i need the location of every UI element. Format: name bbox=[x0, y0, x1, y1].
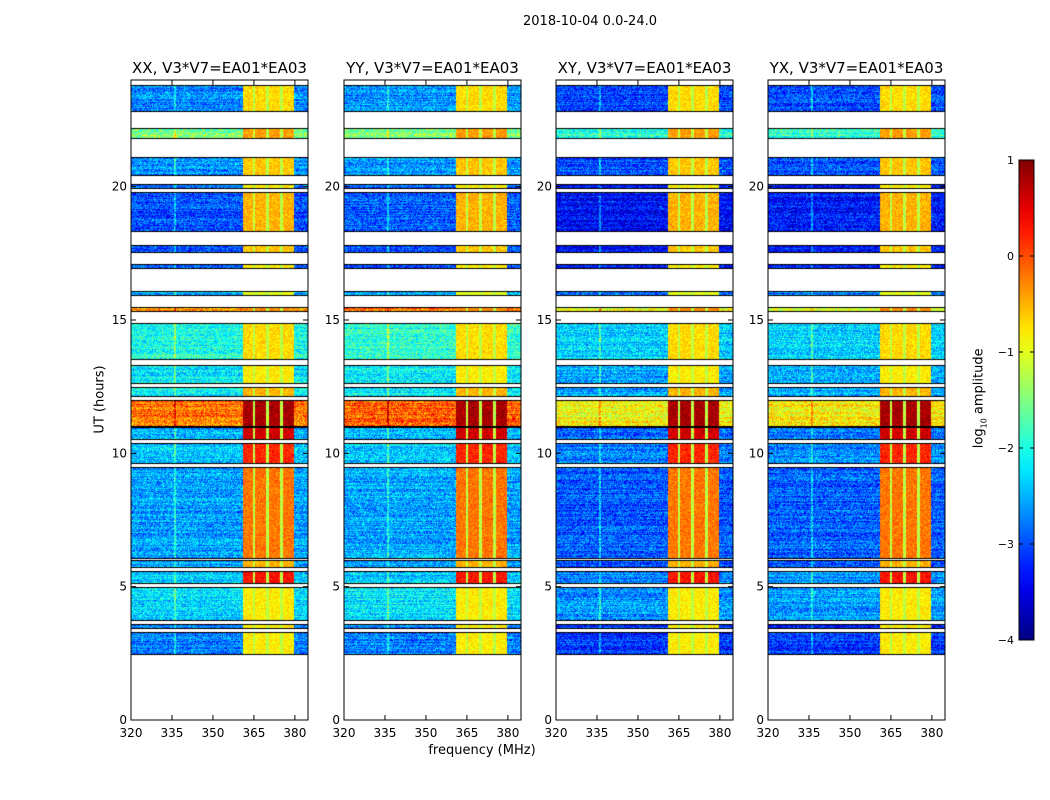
y-tick-label: 15 bbox=[325, 313, 340, 327]
y-tick-label: 15 bbox=[537, 313, 552, 327]
y-tick-label: 5 bbox=[544, 580, 552, 594]
y-tick-label: 15 bbox=[749, 313, 764, 327]
y-tick-label: 0 bbox=[119, 713, 127, 727]
y-tick-label: 10 bbox=[537, 446, 552, 460]
x-tick-label: 365 bbox=[242, 726, 265, 740]
x-tick-label: 320 bbox=[120, 726, 143, 740]
y-tick-label: 10 bbox=[325, 446, 340, 460]
y-tick-label: 20 bbox=[325, 180, 340, 194]
x-tick-label: 335 bbox=[161, 726, 184, 740]
y-tick-label: 10 bbox=[112, 446, 127, 460]
x-axis-label: frequency (MHz) bbox=[428, 743, 536, 758]
x-tick-label: 320 bbox=[545, 726, 568, 740]
panel-frame bbox=[130, 79, 309, 721]
y-tick-label: 0 bbox=[544, 713, 552, 727]
y-tick-label: 20 bbox=[537, 180, 552, 194]
x-tick-label: 350 bbox=[414, 726, 437, 740]
x-tick-label: 320 bbox=[333, 726, 356, 740]
x-tick-label: 320 bbox=[757, 726, 780, 740]
colorbar bbox=[1018, 159, 1035, 641]
x-tick-label: 335 bbox=[374, 726, 397, 740]
colorbar-tick-label: −2 bbox=[998, 442, 1014, 455]
x-tick-label: 350 bbox=[201, 726, 224, 740]
y-tick-label: 0 bbox=[332, 713, 340, 727]
x-tick-label: 380 bbox=[920, 726, 943, 740]
x-tick-label: 335 bbox=[798, 726, 821, 740]
colorbar-tick-label: −3 bbox=[998, 538, 1014, 551]
x-tick-label: 365 bbox=[667, 726, 690, 740]
colorbar-tick-label: 1 bbox=[1007, 154, 1014, 167]
panel-title: YY, V3*V7=EA01*EA03 bbox=[345, 59, 519, 77]
x-tick-label: 365 bbox=[879, 726, 902, 740]
panel-frame bbox=[767, 79, 946, 721]
y-tick-label: 5 bbox=[119, 580, 127, 594]
y-tick-label: 15 bbox=[112, 313, 127, 327]
y-tick-label: 0 bbox=[756, 713, 764, 727]
panel-frame bbox=[343, 79, 522, 721]
y-tick-label: 20 bbox=[749, 180, 764, 194]
figure-title: 2018-10-04 0.0-24.0 bbox=[523, 14, 657, 29]
x-tick-label: 380 bbox=[496, 726, 519, 740]
x-tick-label: 365 bbox=[455, 726, 478, 740]
heatmap-panel-yy bbox=[344, 80, 521, 720]
x-tick-label: 380 bbox=[708, 726, 731, 740]
y-tick-label: 5 bbox=[332, 580, 340, 594]
heatmap-panel-xy bbox=[556, 80, 733, 720]
y-tick-label: 20 bbox=[112, 180, 127, 194]
heatmap-panel-xx bbox=[131, 80, 308, 720]
colorbar-tick-label: −1 bbox=[998, 346, 1014, 359]
panel-title: YX, V3*V7=EA01*EA03 bbox=[769, 59, 944, 77]
colorbar-tick-label: 0 bbox=[1007, 250, 1014, 263]
y-tick-label: 10 bbox=[749, 446, 764, 460]
panel-title: XY, V3*V7=EA01*EA03 bbox=[558, 59, 732, 77]
panel-title: XX, V3*V7=EA01*EA03 bbox=[132, 59, 307, 77]
panel-frame bbox=[555, 79, 734, 721]
heatmap-panel-yx bbox=[768, 80, 945, 720]
x-tick-label: 350 bbox=[838, 726, 861, 740]
x-tick-label: 350 bbox=[626, 726, 649, 740]
y-tick-label: 5 bbox=[756, 580, 764, 594]
x-tick-label: 335 bbox=[586, 726, 609, 740]
colorbar-tick-label: −4 bbox=[998, 634, 1014, 647]
x-tick-label: 380 bbox=[283, 726, 306, 740]
